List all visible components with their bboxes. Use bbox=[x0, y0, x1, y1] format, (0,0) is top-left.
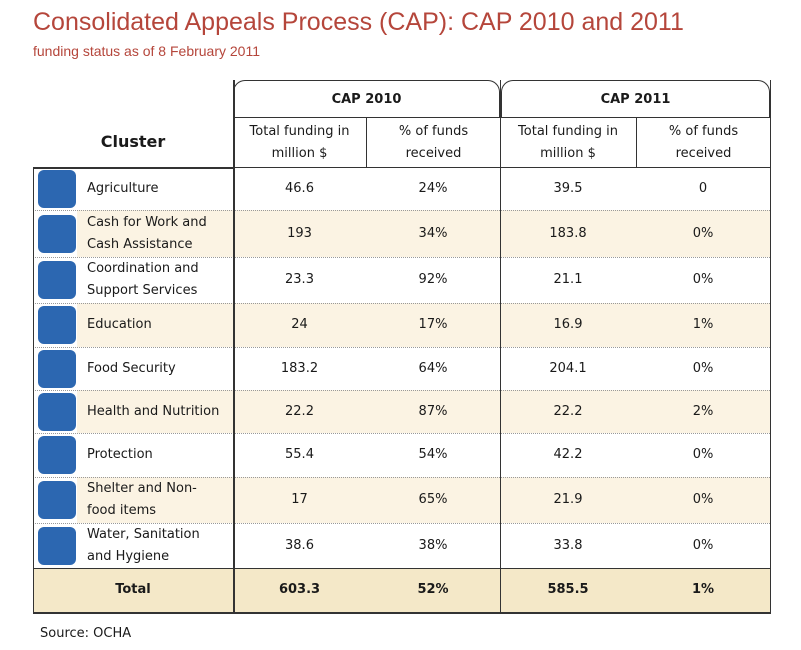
border bbox=[33, 568, 770, 569]
cell: 204.1 bbox=[549, 360, 587, 376]
border bbox=[33, 167, 233, 169]
subtitle: funding status as of 8 February 2011 bbox=[33, 43, 260, 59]
source: Source: OCHA bbox=[40, 626, 132, 641]
row-separator bbox=[33, 303, 770, 304]
cell: 33.8 bbox=[553, 537, 583, 553]
cluster-name: Education bbox=[87, 317, 152, 332]
cell: 64% bbox=[418, 360, 448, 376]
cluster-name: Agriculture bbox=[87, 180, 159, 196]
cluster-name: Cash for Work and Cash Assistance bbox=[87, 214, 207, 252]
cell: 38.6 bbox=[285, 537, 314, 553]
cell: 1% bbox=[692, 317, 714, 332]
cell: 46.6 bbox=[285, 180, 314, 196]
cell: 34% bbox=[418, 225, 448, 241]
row-shade bbox=[77, 210, 233, 257]
row-separator bbox=[33, 433, 770, 434]
cell: 0% bbox=[692, 537, 714, 553]
cell: 24% bbox=[418, 180, 448, 196]
cell: 0% bbox=[692, 360, 714, 376]
cell: 17 bbox=[291, 492, 308, 507]
border bbox=[770, 80, 771, 612]
cell: 0% bbox=[692, 447, 714, 462]
total-cell: 1% bbox=[691, 582, 715, 597]
column-header: Total funding in million $ bbox=[500, 117, 636, 167]
cluster-icon bbox=[38, 526, 76, 565]
cluster-name: Food Security bbox=[87, 360, 176, 376]
border bbox=[500, 80, 501, 612]
total-cell: Total bbox=[115, 582, 151, 597]
title: Consolidated Appeals Process (CAP): CAP … bbox=[33, 8, 684, 36]
cell: 183.2 bbox=[280, 360, 319, 376]
total-shade bbox=[33, 568, 770, 612]
column-header: % of funds received bbox=[366, 117, 500, 167]
row-shade bbox=[233, 210, 770, 257]
row-shade bbox=[233, 390, 770, 433]
cell: 0% bbox=[692, 225, 714, 241]
cluster-name: Coordination and Support Services bbox=[87, 261, 199, 298]
cell: 2% bbox=[692, 403, 714, 419]
row-separator bbox=[33, 523, 770, 524]
cell: 38% bbox=[418, 537, 448, 553]
cell: 23.3 bbox=[285, 272, 314, 287]
border bbox=[233, 167, 770, 168]
cluster-name: Health and Nutrition bbox=[87, 403, 220, 419]
border bbox=[233, 80, 235, 612]
cluster-name: Protection bbox=[87, 447, 153, 462]
cluster-icon bbox=[38, 436, 76, 474]
column-header: Total funding in million $ bbox=[233, 117, 366, 167]
cell: 0 bbox=[698, 180, 708, 196]
cell: 22.2 bbox=[285, 403, 314, 419]
row-separator bbox=[33, 477, 770, 478]
cluster-header: Cluster bbox=[100, 132, 166, 151]
total-cell: 585.5 bbox=[547, 582, 589, 597]
row-shade bbox=[77, 477, 233, 523]
cluster-icon bbox=[38, 349, 76, 388]
group-header: CAP 2011 bbox=[501, 80, 770, 117]
cluster-icon bbox=[38, 214, 76, 253]
cell: 16.9 bbox=[553, 317, 583, 332]
cell: 24 bbox=[291, 317, 308, 332]
row-separator bbox=[33, 257, 770, 258]
border bbox=[33, 612, 771, 614]
cluster-icon bbox=[38, 261, 76, 299]
cell: 55.4 bbox=[285, 447, 314, 462]
cluster-icon bbox=[38, 306, 76, 344]
cell: 65% bbox=[418, 492, 448, 507]
group-header: CAP 2010 bbox=[233, 80, 500, 117]
cell: 54% bbox=[418, 447, 448, 462]
cluster-name: Water, Sanitation and Hygiene bbox=[87, 526, 200, 564]
row-shade bbox=[77, 390, 233, 433]
border bbox=[33, 167, 34, 612]
row-separator bbox=[33, 210, 770, 211]
column-header: % of funds received bbox=[636, 117, 770, 167]
cluster-name: Shelter and Non-food items bbox=[87, 481, 197, 518]
total-cell: 603.3 bbox=[278, 582, 321, 597]
cell: 0% bbox=[692, 272, 714, 287]
row-shade bbox=[233, 303, 770, 347]
cell: 92% bbox=[418, 272, 448, 287]
cell: 22.2 bbox=[553, 403, 583, 419]
cluster-icon bbox=[38, 481, 76, 519]
row-shade bbox=[77, 303, 233, 347]
row-separator bbox=[33, 390, 770, 391]
cell: 17% bbox=[418, 317, 448, 332]
cell: 21.1 bbox=[553, 272, 583, 287]
row-shade bbox=[233, 477, 770, 523]
cluster-icon bbox=[38, 169, 76, 208]
cluster-icon bbox=[38, 392, 76, 431]
cell: 87% bbox=[418, 403, 448, 419]
cell: 39.5 bbox=[553, 180, 583, 196]
cell: 0% bbox=[692, 492, 714, 507]
row-separator bbox=[33, 347, 770, 348]
cell: 42.2 bbox=[553, 447, 583, 462]
cell: 21.9 bbox=[553, 492, 583, 507]
total-cell: 52% bbox=[417, 582, 449, 597]
cell: 183.8 bbox=[549, 225, 587, 241]
cell: 193 bbox=[287, 225, 312, 241]
